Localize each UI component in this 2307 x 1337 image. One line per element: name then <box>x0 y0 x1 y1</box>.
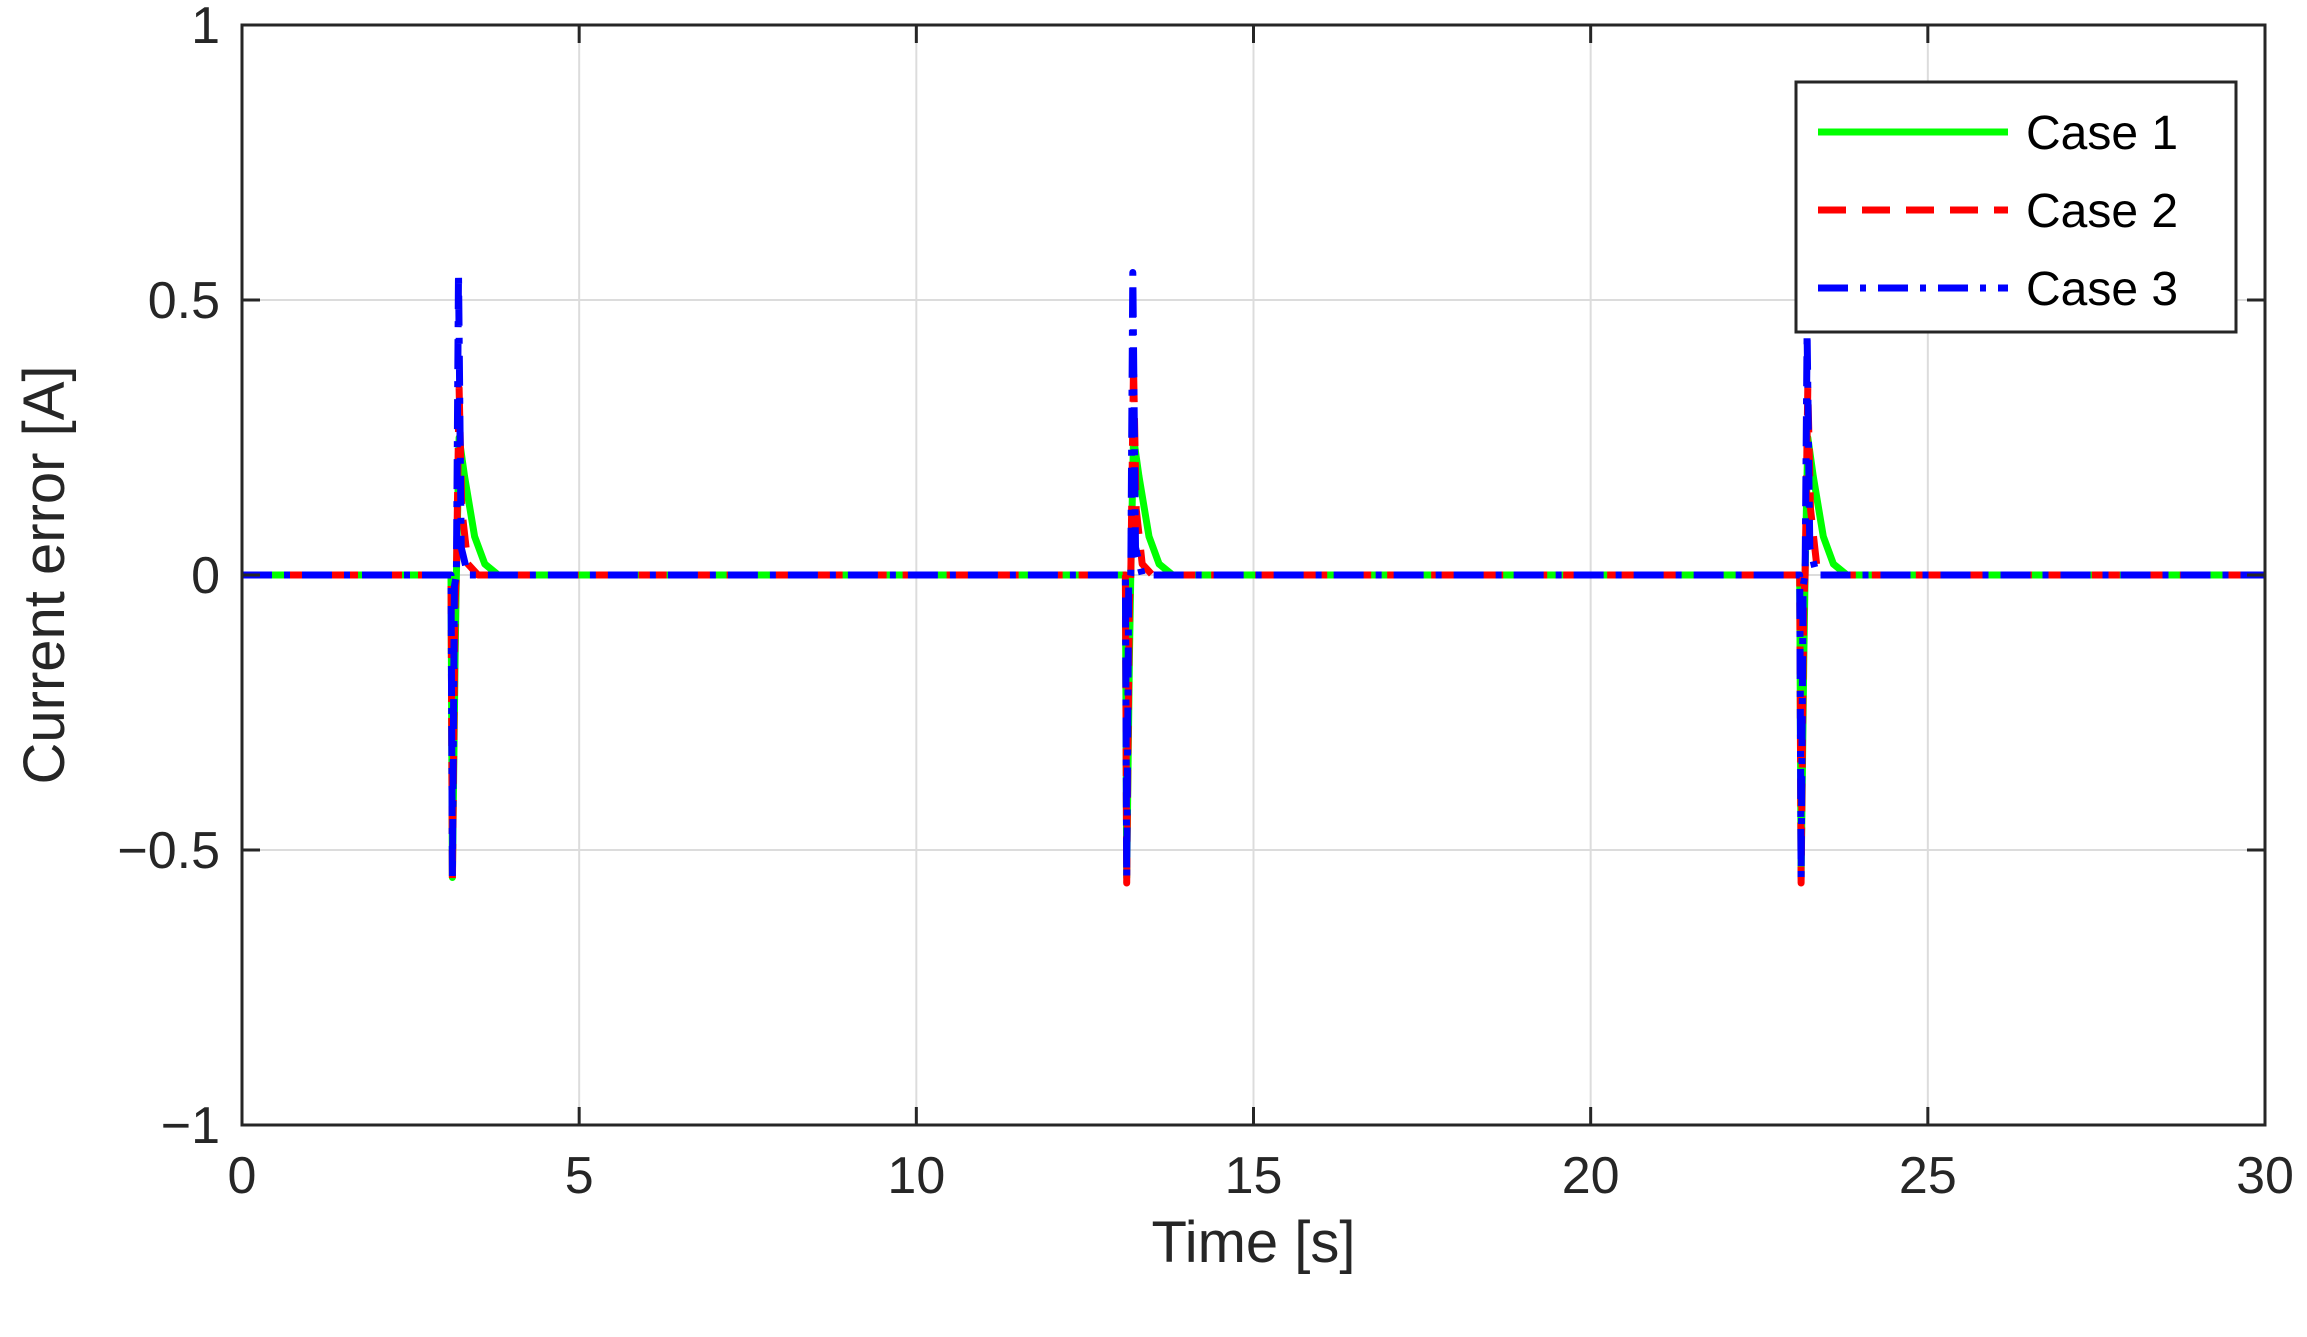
y-tick-label: 0.5 <box>148 272 220 330</box>
series-line-case-3 <box>242 269 2265 881</box>
x-tick-label: 30 <box>2236 1147 2294 1205</box>
x-tick-label: 0 <box>228 1147 257 1205</box>
plot-lines <box>242 269 2265 887</box>
legend-label-case-2: Case 2 <box>2026 185 2178 238</box>
y-tick-label: 1 <box>191 0 220 55</box>
y-axis-title: Current error [A] <box>12 366 77 785</box>
legend-label-case-3: Case 3 <box>2026 263 2178 316</box>
y-tick-label: 0 <box>191 547 220 605</box>
y-tick-label: −1 <box>161 1097 220 1155</box>
x-tick-label: 15 <box>1225 1147 1283 1205</box>
x-tick-label: 25 <box>1899 1147 1957 1205</box>
legend: Case 1 Case 2 Case 3 <box>1794 80 2238 334</box>
legend-label-case-1: Case 1 <box>2026 107 2178 160</box>
x-tick-label: 20 <box>1562 1147 1620 1205</box>
x-tick-label: 10 <box>887 1147 945 1205</box>
ticks: 0 5 10 15 20 25 30 −1 −0.5 0 0.5 1 <box>117 0 2294 1205</box>
x-axis-title: Time [s] <box>1151 1210 1355 1275</box>
y-tick-label: −0.5 <box>117 822 220 880</box>
x-tick-label: 5 <box>565 1147 594 1205</box>
